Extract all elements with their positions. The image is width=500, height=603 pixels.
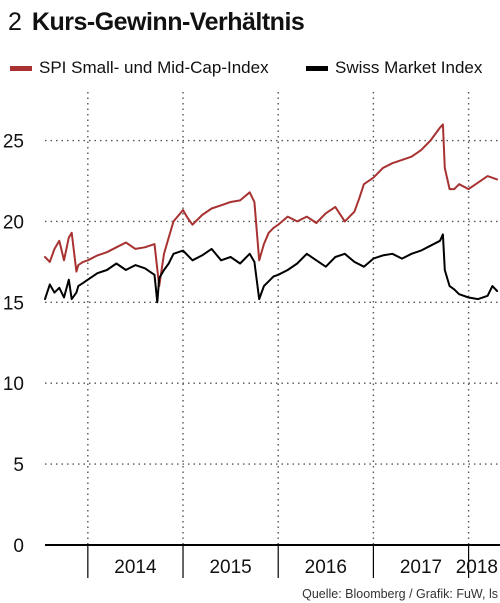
legend-item-spi: SPI Small- und Mid-Cap-Index	[10, 58, 269, 78]
series-line-spi	[44, 123, 499, 288]
y-tick-label: 25	[3, 132, 24, 153]
legend-swatch-spi	[10, 65, 32, 71]
x-tick-label: 2014	[114, 557, 157, 578]
figure-number: 2	[8, 8, 22, 36]
y-axis: 0 5 10 15 20 25	[3, 132, 24, 557]
legend-item-smi: Swiss Market Index	[306, 58, 482, 78]
chart-header: 2 Kurs-Gewinn-Verhältnis	[8, 8, 305, 42]
x-tick-label: 2017	[400, 557, 442, 578]
x-tick-label: 2016	[305, 557, 347, 578]
y-tick-label: 15	[3, 293, 24, 314]
y-tick-label: 20	[3, 212, 24, 233]
series-line-smi	[44, 233, 499, 304]
x-axis: 2014 2015 2016 2017 2018	[45, 544, 500, 578]
source-note: Quelle: Bloomberg / Grafik: FuW, ls	[302, 587, 498, 601]
y-tick-label: 0	[13, 536, 24, 557]
legend-swatch-smi	[306, 65, 328, 71]
legend-label-spi: SPI Small- und Mid-Cap-Index	[39, 58, 269, 77]
chart-title: Kurs-Gewinn-Verhältnis	[31, 8, 305, 36]
chart-legend: SPI Small- und Mid-Cap-Index Swiss Marke…	[0, 58, 500, 84]
y-tick-label: 10	[3, 374, 24, 395]
legend-label-smi: Swiss Market Index	[335, 58, 483, 77]
chart-grid	[45, 92, 500, 545]
y-tick-label: 5	[13, 455, 24, 476]
x-tick-label: 2015	[209, 557, 251, 578]
chart-series	[44, 123, 499, 304]
x-tick-label: 2018	[456, 557, 498, 578]
